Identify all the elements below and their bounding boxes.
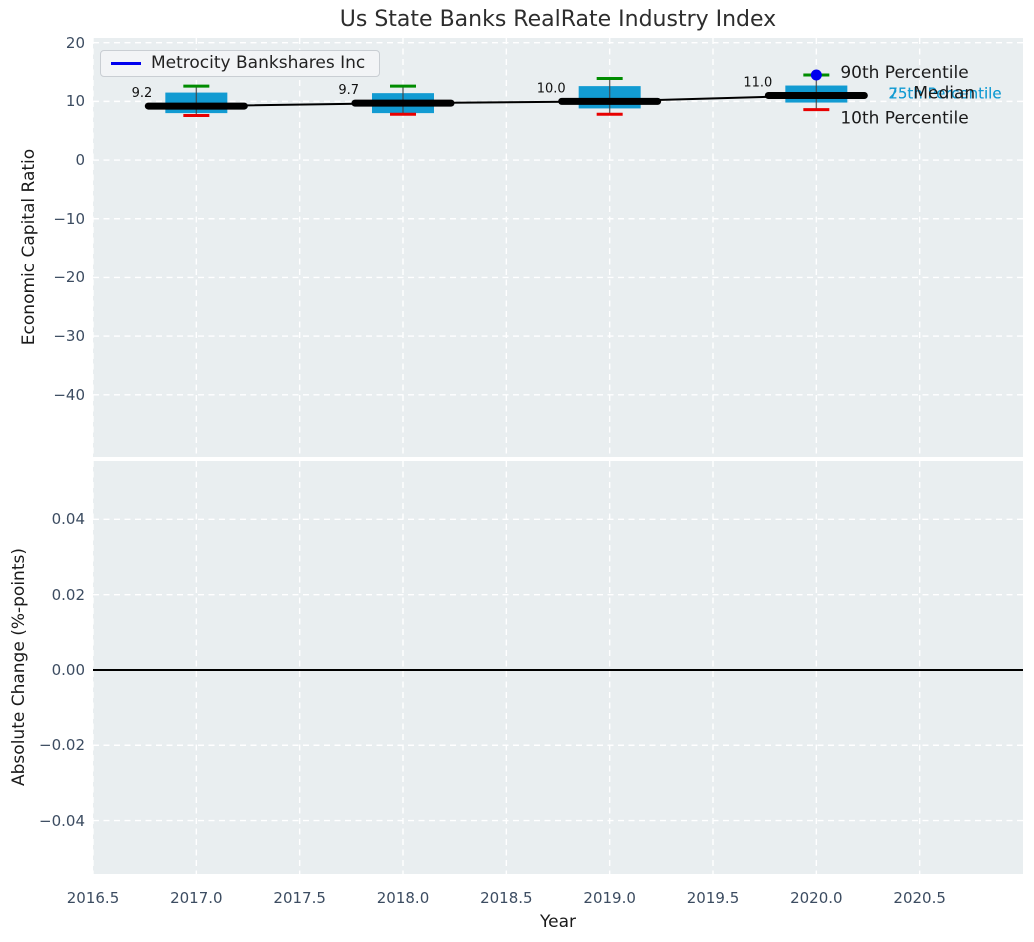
median-value-annotation-2019: 10.0 — [537, 81, 566, 96]
percentile-label-10th-percentile: 10th Percentile — [840, 109, 968, 129]
ytick-top-−40: −40 — [53, 385, 85, 404]
legend-entry-label: Metrocity Bankshares Inc — [151, 53, 366, 73]
x-axis-label: Year — [540, 912, 576, 932]
xtick-2017.0: 2017.0 — [170, 889, 223, 907]
median-trend-line — [196, 94, 817, 108]
percentile-label-median: Median — [913, 84, 975, 104]
ytick-top-−20: −20 — [53, 268, 85, 287]
ytick-bottom-0.00: 0.00 — [51, 660, 85, 679]
ytick-top-−30: −30 — [53, 327, 85, 346]
median-value-annotation-2018: 9.7 — [338, 83, 359, 98]
ytick-bottom-−0.04: −0.04 — [39, 811, 85, 830]
median-value-annotation-2017: 9.2 — [132, 86, 153, 101]
ytick-bottom-0.04: 0.04 — [51, 510, 85, 529]
ytick-bottom-0.02: 0.02 — [51, 585, 85, 604]
percentile-label-90th-percentile: 90th Percentile — [840, 63, 968, 83]
chart-title: Us State Banks RealRate Industry Index — [339, 7, 777, 32]
legend: Metrocity Bankshares Inc — [100, 50, 381, 77]
ytick-top-20: 20 — [65, 33, 85, 52]
xtick-2020.0: 2020.0 — [790, 889, 843, 907]
xtick-2018.0: 2018.0 — [376, 889, 430, 907]
xtick-2020.5: 2020.5 — [893, 889, 946, 907]
xtick-2019.5: 2019.5 — [686, 889, 740, 907]
company-point-2020 — [810, 69, 822, 81]
xtick-2019.0: 2019.0 — [583, 889, 636, 907]
ytick-top-−10: −10 — [53, 209, 85, 228]
xtick-2016.5: 2016.5 — [66, 889, 120, 907]
percentile-label-25th-percentile: 25th Percentile — [888, 85, 1001, 103]
ytick-bottom-−0.02: −0.02 — [39, 736, 85, 755]
xtick-2017.5: 2017.5 — [273, 889, 326, 907]
bottom-axes-background — [93, 461, 1023, 874]
percentile-label-75th-percentile: 75th Percentile — [888, 85, 1001, 103]
ytick-top-0: 0 — [75, 151, 85, 170]
top-axes-background — [93, 38, 1023, 457]
xtick-2018.5: 2018.5 — [480, 889, 533, 907]
ytick-top-10: 10 — [65, 92, 85, 111]
median-value-annotation-2020: 11.0 — [743, 76, 772, 91]
legend-line-sample-icon — [111, 62, 141, 65]
